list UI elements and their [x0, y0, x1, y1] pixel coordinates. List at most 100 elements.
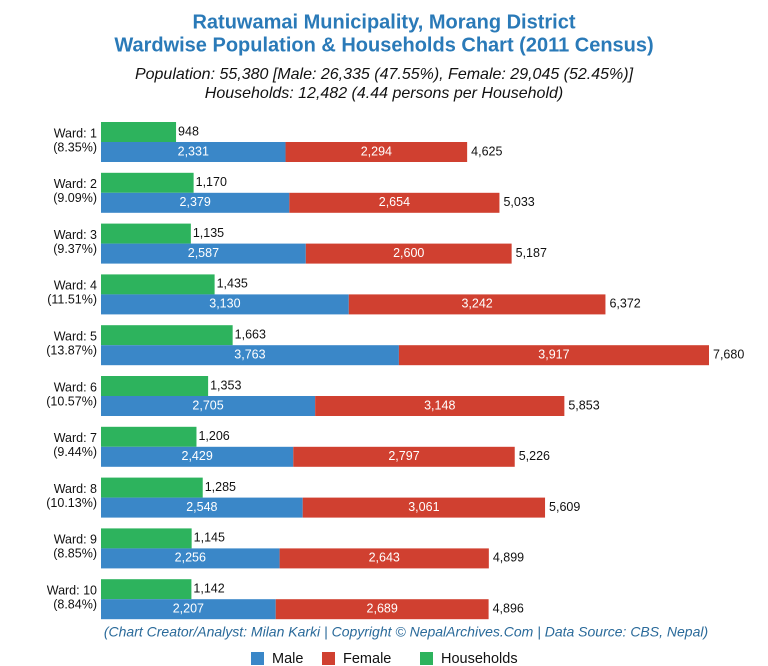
value-label: 2,331 [178, 144, 209, 158]
category-note: (8.35%) [53, 140, 97, 154]
population-bar [398, 345, 709, 366]
category-label: Ward: 1 [54, 126, 97, 140]
value-label: 2,429 [182, 449, 213, 463]
household-bar [101, 325, 233, 346]
population-bar [101, 548, 280, 569]
category-note: (8.85%) [53, 547, 97, 561]
total-label: 7,680 [713, 347, 744, 361]
population-bar [315, 396, 565, 416]
value-label: 2,256 [175, 551, 206, 565]
value-label: 2,797 [388, 449, 419, 463]
category-label: Ward: 4 [54, 279, 97, 293]
population-bar [101, 446, 294, 467]
household-bar [101, 172, 194, 193]
population-bar [305, 243, 512, 264]
household-bar [101, 376, 209, 396]
value-label: 2,207 [173, 601, 204, 615]
value-label: 1,435 [217, 277, 248, 291]
total-label: 5,853 [568, 398, 599, 412]
category-label: Ward: 5 [54, 329, 97, 343]
legend-swatch [420, 652, 433, 665]
total-label: 5,609 [549, 500, 580, 514]
total-label: 4,625 [471, 144, 502, 158]
population-bar [285, 142, 468, 162]
legend-label: Female [343, 651, 391, 666]
value-label: 1,206 [198, 429, 229, 443]
category-note: (13.87%) [46, 343, 97, 357]
value-label: 2,548 [186, 500, 217, 514]
value-label: 3,763 [234, 347, 265, 361]
category-note: (9.09%) [53, 191, 97, 205]
population-bar [101, 497, 303, 518]
population-bar [101, 396, 316, 416]
category-label: Ward: 3 [54, 228, 97, 242]
value-label: 948 [178, 124, 199, 138]
category-label: Ward: 6 [54, 380, 97, 394]
value-label: 2,654 [379, 195, 410, 209]
legend-label: Households [441, 651, 518, 666]
total-label: 5,033 [503, 195, 534, 209]
total-label: 6,372 [609, 297, 640, 311]
footer: (Chart Creator/Analyst: Milan Karki | Co… [104, 624, 708, 640]
value-label: 1,145 [194, 531, 225, 545]
population-bar [101, 599, 276, 620]
household-bar [101, 477, 203, 498]
value-label: 1,135 [193, 226, 224, 240]
category-note: (10.13%) [46, 496, 97, 510]
category-note: (8.84%) [53, 597, 97, 611]
total-label: 4,896 [493, 601, 524, 615]
category-label: Ward: 7 [54, 431, 97, 445]
chart-subtitle: Households: 12,482 (4.44 persons per Hou… [205, 85, 563, 102]
population-bar [101, 345, 399, 366]
household-bar [101, 274, 215, 295]
total-label: 5,187 [516, 246, 547, 260]
legend-label: Male [272, 651, 303, 666]
population-bar [289, 192, 500, 213]
value-label: 3,148 [424, 398, 455, 412]
household-bar [101, 579, 192, 600]
value-label: 1,285 [205, 480, 236, 494]
value-label: 2,705 [192, 398, 223, 412]
chart-title: Wardwise Population & Households Chart (… [114, 34, 653, 56]
category-label: Ward: 2 [54, 177, 97, 191]
category-note: (10.57%) [46, 394, 97, 408]
value-label: 1,663 [235, 327, 266, 341]
category-note: (11.51%) [47, 293, 97, 307]
legend-swatch [251, 652, 264, 665]
total-label: 4,899 [493, 551, 524, 565]
value-label: 2,294 [361, 144, 392, 158]
total-label: 5,226 [519, 449, 550, 463]
population-bar [348, 294, 606, 315]
population-bar [101, 192, 290, 213]
population-bar [302, 497, 546, 518]
chart-subtitle: Population: 55,380 [Male: 26,335 (47.55%… [135, 66, 634, 83]
value-label: 2,379 [180, 195, 211, 209]
population-bar [293, 446, 515, 467]
category-label: Ward: 9 [54, 533, 97, 547]
population-bar [101, 142, 286, 162]
value-label: 1,353 [210, 378, 241, 392]
value-label: 3,242 [461, 297, 492, 311]
category-note: (9.37%) [53, 242, 97, 256]
value-label: 1,170 [196, 175, 227, 189]
household-bar [101, 223, 191, 244]
value-label: 3,917 [538, 347, 569, 361]
household-bar [101, 426, 197, 447]
household-bar [101, 122, 177, 142]
value-label: 3,061 [408, 500, 439, 514]
legend-swatch [322, 652, 335, 665]
chart-title: Ratuwamai Municipality, Morang District [192, 11, 575, 33]
value-label: 2,643 [369, 551, 400, 565]
value-label: 2,587 [188, 246, 219, 260]
population-bar [101, 243, 306, 264]
category-label: Ward: 8 [54, 482, 97, 496]
population-bar [279, 548, 489, 569]
category-label: Ward: 10 [47, 583, 97, 597]
value-label: 2,600 [393, 246, 424, 260]
population-bar [101, 294, 349, 315]
household-bar [101, 528, 192, 549]
value-label: 2,689 [367, 601, 398, 615]
population-bar [275, 599, 489, 620]
category-note: (9.44%) [53, 445, 97, 459]
